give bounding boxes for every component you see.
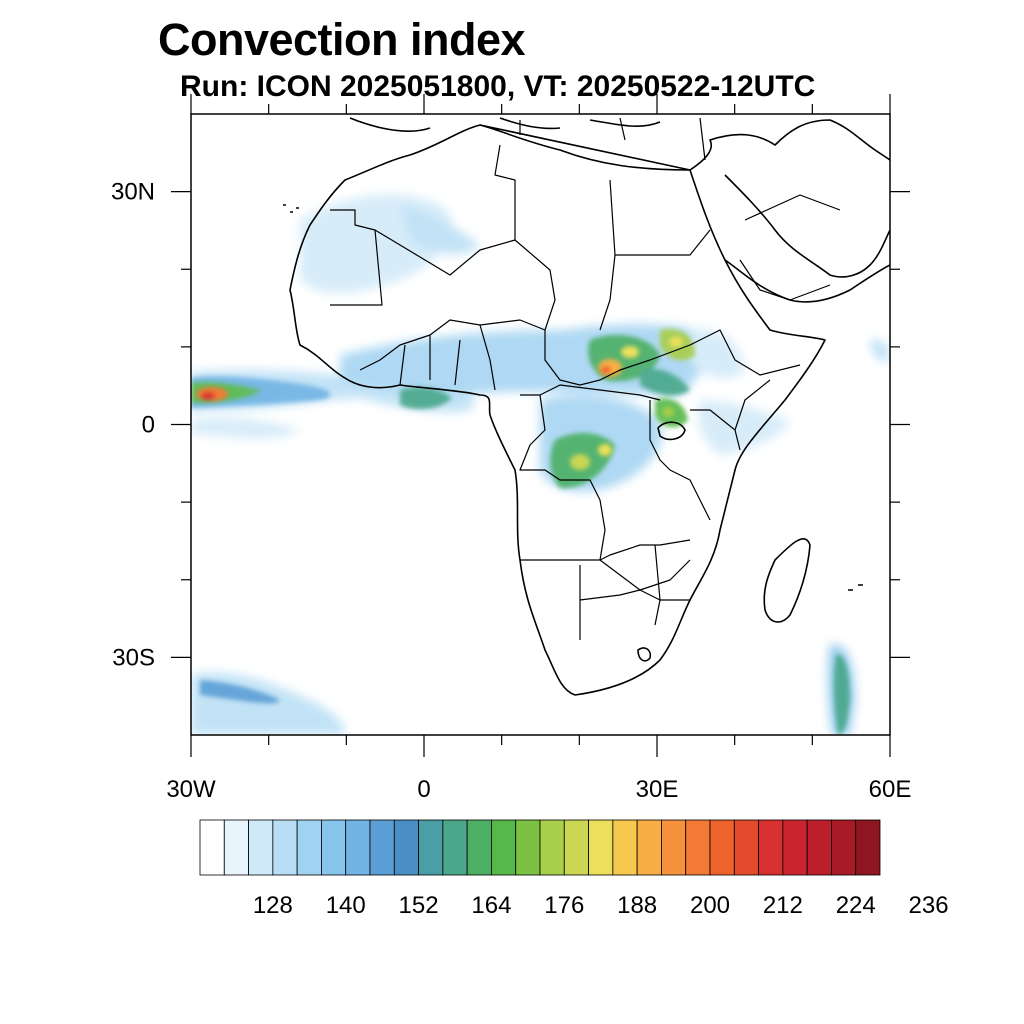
colorbar-swatch: [855, 819, 881, 876]
colorbar-label: 176: [544, 892, 584, 919]
colorbar-swatch: [491, 819, 517, 876]
country-borders: [330, 117, 841, 640]
lon-tick-label: 60E: [869, 776, 912, 803]
colorbar-swatch: [782, 819, 808, 876]
lake-victoria: [657, 421, 686, 441]
lon-tick-label: 30W: [166, 776, 216, 803]
colorbar-swatch: [758, 819, 784, 876]
convection-peak-ethiopia: [669, 337, 683, 347]
madagascar-coastline: [763, 538, 811, 623]
colorbar-swatch: [272, 819, 298, 876]
convection-area-gulf-guinea: [191, 418, 300, 439]
colorbar-swatch: [393, 819, 419, 876]
colorbar-label: 152: [399, 892, 439, 919]
africa-coastline: [289, 119, 890, 696]
colorbar-label: 128: [253, 892, 293, 919]
lon-tick-label: 30E: [636, 776, 679, 803]
colorbar-swatch: [418, 819, 444, 876]
colorbar-label: 224: [836, 892, 876, 919]
colorbar-swatch: [442, 819, 468, 876]
colorbar-swatch: [588, 819, 614, 876]
colorbar-swatch: [685, 819, 711, 876]
convection-core-south-atlantic: [200, 680, 280, 704]
convection-area-arabian-sea: [870, 339, 890, 362]
colorbar: [199, 819, 881, 876]
colorbar-swatch: [223, 819, 249, 876]
colorbar-swatch: [296, 819, 322, 876]
chart-title: Convection index: [158, 14, 526, 65]
convection-peak-victoria: [662, 407, 674, 417]
convection-peak-congo: [570, 454, 590, 470]
colorbar-swatch: [709, 819, 735, 876]
convection-field: [191, 194, 890, 735]
lat-tick-label: 30S: [112, 644, 155, 671]
convection-core-madagascar-east: [833, 654, 850, 735]
colorbar-label: 140: [326, 892, 366, 919]
colorbar-swatch: [321, 819, 347, 876]
convection-peak-sudan-core: [601, 366, 611, 374]
colorbar-label: 212: [763, 892, 803, 919]
colorbar-swatch: [515, 819, 541, 876]
colorbar-swatch: [539, 819, 565, 876]
colorbar-swatch: [199, 819, 225, 876]
colorbar-swatch: [831, 819, 857, 876]
convection-area-east-africa: [698, 400, 790, 455]
lesotho: [637, 647, 652, 662]
colorbar-swatch: [612, 819, 638, 876]
coastlines: [283, 117, 890, 696]
colorbar-swatch: [563, 819, 589, 876]
convection-peak-congo-east: [598, 444, 612, 456]
colorbar-label: 188: [617, 892, 657, 919]
colorbar-swatch: [661, 819, 687, 876]
colorbar-swatch: [636, 819, 662, 876]
colorbar-swatch: [248, 819, 274, 876]
mediterranean-north: [349, 117, 661, 132]
lon-tick-label: 0: [417, 776, 430, 803]
convection-peak-sudan-north: [621, 346, 639, 358]
colorbar-swatch: [806, 819, 832, 876]
convection-peak-itcz-core: [201, 392, 215, 400]
lat-tick-label: 0: [142, 412, 155, 439]
canary-islands: [283, 204, 299, 213]
colorbar-swatch: [733, 819, 759, 876]
axis-ticks: [171, 94, 910, 757]
axis-tick-labels: 30N 0 30S 30W 0 30E 60E: [111, 179, 911, 803]
convection-core-guinea: [400, 387, 452, 410]
convection-area-west-africa: [400, 205, 480, 255]
convection-core-south-sudan: [640, 368, 690, 396]
arabian-coastline: [724, 174, 890, 303]
colorbar-swatch: [345, 819, 371, 876]
lat-tick-label: 30N: [111, 179, 155, 206]
colorbar-label: 200: [690, 892, 730, 919]
colorbar-swatch: [466, 819, 492, 876]
colorbar-swatch: [369, 819, 395, 876]
mascarene-islands: [848, 584, 863, 591]
colorbar-label: 164: [471, 892, 511, 919]
colorbar-labels: 128 140 152 164 176 188 200 212 224 236: [253, 892, 949, 919]
colorbar-label: 236: [909, 892, 949, 919]
convection-area-ethiopia: [690, 329, 745, 379]
chart-subtitle: Run: ICON 2025051800, VT: 20250522-12UTC: [180, 70, 816, 103]
